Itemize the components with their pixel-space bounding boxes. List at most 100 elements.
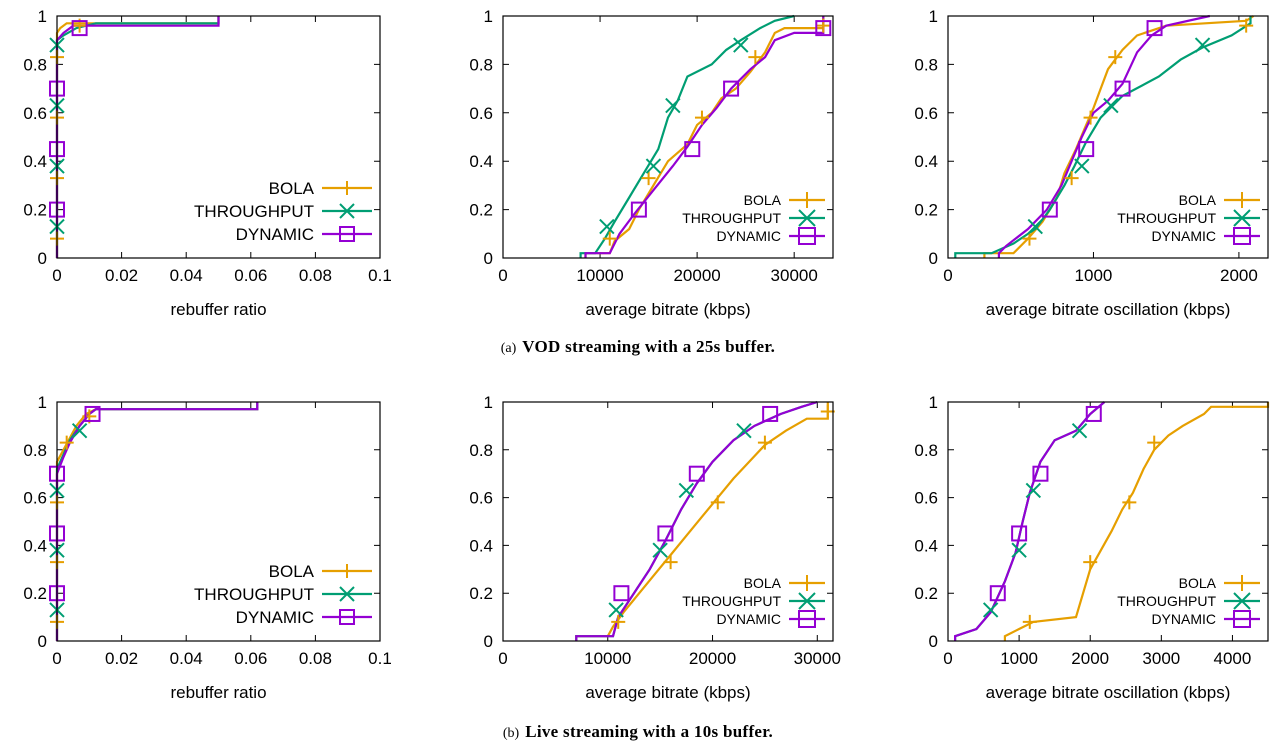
caption-a: (a) VOD streaming with a 25s buffer.	[0, 337, 1276, 357]
y-tick-label: 0.8	[469, 441, 493, 460]
caption-a-text: VOD streaming with a 25s buffer.	[522, 337, 776, 356]
data-point-dynamic	[630, 201, 647, 218]
data-point-bola	[611, 614, 626, 629]
x-tick-label: 20000	[689, 649, 736, 668]
series-line-dynamic	[55, 16, 220, 258]
legend-label-throughput: THROUGHPUT	[194, 202, 314, 221]
data-point-dynamic	[688, 465, 705, 482]
y-tick-label: 1	[484, 7, 493, 26]
legend-marker-throughput	[1233, 209, 1251, 227]
data-point-throughput	[645, 158, 662, 174]
data-point-bola	[663, 555, 678, 570]
x-tick-label: 10000	[584, 649, 631, 668]
y-tick-label: 0.8	[914, 441, 938, 460]
y-tick-label: 0.8	[914, 55, 938, 74]
legend-marker-bola	[799, 575, 815, 591]
data-point-bola	[59, 435, 74, 450]
x-tick-label: 0.06	[234, 266, 267, 285]
x-axis-label: average bitrate oscillation (kbps)	[986, 300, 1231, 319]
legend-label-dynamic: DYNAMIC	[716, 228, 781, 244]
y-tick-label: 0.6	[469, 104, 493, 123]
series-line-dynamic	[997, 14, 1211, 258]
y-tick-label: 0.6	[469, 489, 493, 508]
legend-label-dynamic: DYNAMIC	[236, 225, 314, 244]
legend-label-throughput: THROUGHPUT	[1117, 593, 1216, 609]
legend-label-dynamic: DYNAMIC	[1151, 611, 1216, 627]
y-tick-label: 1	[484, 393, 493, 412]
y-tick-label: 0	[484, 632, 493, 651]
data-point-throughput	[1074, 158, 1090, 174]
x-tick-label: 0	[52, 649, 61, 668]
legend-label-bola: BOLA	[1179, 575, 1217, 591]
data-point-bola	[602, 231, 617, 246]
y-tick-label: 0	[484, 249, 493, 268]
legend-marker-dynamic	[1233, 610, 1251, 628]
chart-panel-6: 0 0.2 0.4 0.6 0.8 1 0 1000 2000 3000 4000 average b…	[914, 393, 1270, 702]
series-line-throughput	[55, 402, 259, 641]
data-point-throughput	[665, 97, 681, 114]
data-point-dynamic	[84, 405, 101, 422]
x-axis-label: average bitrate (kbps)	[585, 300, 750, 319]
legend-label-throughput: THROUGHPUT	[682, 210, 781, 226]
data-point-throughput	[1011, 542, 1027, 558]
x-tick-label: 0.02	[105, 266, 138, 285]
y-tick-label: 0.6	[914, 104, 938, 123]
legend-label-dynamic: DYNAMIC	[716, 611, 781, 627]
data-point-bola	[710, 495, 725, 510]
data-point-throughput	[652, 542, 668, 558]
data-point-bola	[1083, 110, 1098, 125]
x-tick-label: 0.04	[170, 266, 203, 285]
legend-label-throughput: THROUGHPUT	[1117, 210, 1216, 226]
y-tick-label: 0.6	[23, 489, 47, 508]
data-point-dynamic	[684, 141, 701, 158]
data-point-bola	[1239, 18, 1254, 33]
chart-panel-1: 0 0.2 0.4 0.6 0.8 1 0 0.02 0.04 0.06 0.08 0.1 rebuff…	[23, 7, 391, 319]
data-point-bola	[1108, 50, 1123, 65]
data-point-throughput	[736, 422, 752, 439]
data-point-throughput	[608, 602, 624, 618]
data-point-bola	[757, 435, 772, 450]
x-tick-label: 4000	[1214, 649, 1252, 668]
x-tick-label: 0.08	[299, 649, 332, 668]
plot-frame	[502, 15, 834, 259]
legend-marker-dynamic	[1233, 227, 1251, 245]
legend-label-bola: BOLA	[269, 179, 315, 198]
x-tick-label: 20000	[673, 266, 720, 285]
data-point-bola	[1022, 614, 1037, 629]
plot-frame	[56, 401, 381, 642]
y-tick-label: 0.8	[23, 441, 47, 460]
legend-label-throughput: THROUGHPUT	[682, 593, 781, 609]
data-point-throughput	[733, 37, 749, 53]
caption-b: (b) Live streaming with a 10s buffer.	[0, 722, 1276, 742]
chart-panel-2: 0 0.2 0.4 0.6 0.8 1 0 10000 20000 30000 average bi…	[469, 7, 834, 319]
legend-label-dynamic: DYNAMIC	[236, 608, 314, 627]
y-tick-label: 0.2	[469, 584, 493, 603]
y-tick-label: 0.4	[914, 536, 938, 555]
data-point-bola	[1083, 555, 1098, 570]
series-line-throughput	[954, 401, 1106, 641]
data-point-dynamic	[1114, 80, 1131, 97]
legend-label-bola: BOLA	[1179, 192, 1217, 208]
chart-panel-5: 0 0.2 0.4 0.6 0.8 1 0 10000 20000 30000 average bi…	[469, 393, 841, 702]
legend-marker-bola	[1234, 575, 1250, 591]
y-tick-label: 0.6	[914, 489, 938, 508]
y-tick-label: 0.4	[23, 152, 47, 171]
data-point-throughput	[599, 218, 615, 235]
data-point-throughput	[1194, 37, 1211, 53]
data-point-bola	[694, 110, 709, 125]
y-tick-label: 0.6	[23, 104, 47, 123]
data-point-throughput	[1025, 482, 1042, 499]
legend-marker-bola	[340, 564, 354, 578]
data-point-dynamic	[1041, 201, 1058, 218]
y-tick-label: 0.8	[23, 55, 47, 74]
y-tick-label: 1	[929, 393, 938, 412]
x-tick-label: 10000	[576, 266, 623, 285]
x-tick-label: 0	[943, 649, 952, 668]
x-axis-label: average bitrate oscillation (kbps)	[986, 683, 1231, 702]
data-point-dynamic	[723, 80, 740, 97]
legend-marker-bola	[1234, 192, 1250, 208]
legend-marker-dynamic	[339, 226, 355, 242]
data-point-throughput	[982, 602, 999, 618]
legend-marker-dynamic	[798, 227, 816, 245]
